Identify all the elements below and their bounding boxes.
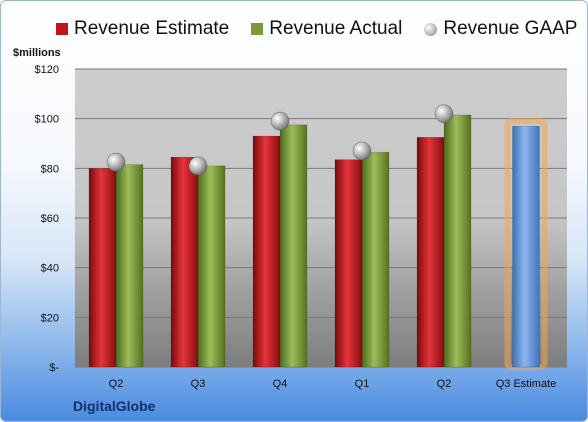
bar-revenue-estimate	[416, 137, 445, 368]
legend-label-actual: Revenue Actual	[269, 18, 403, 39]
bar-revenue-actual	[279, 124, 308, 368]
x-tick-label: Q2	[437, 378, 452, 390]
x-tick-label: Q1	[355, 378, 370, 390]
bar-revenue-actual	[443, 114, 472, 368]
legend-label-estimate: Revenue Estimate	[74, 18, 230, 39]
x-tick-label: Q3	[191, 378, 206, 390]
unit-label: $millions	[13, 47, 61, 59]
x-tick-label: Q3 Estimate	[496, 378, 557, 390]
marker-revenue-gaap	[352, 141, 372, 161]
y-tick-label: $60	[41, 213, 59, 225]
bar-revenue-estimate	[170, 156, 199, 368]
marker-revenue-gaap	[188, 156, 208, 176]
legend-label-gaap: Revenue GAAP	[443, 18, 578, 39]
y-tick-label: $20	[41, 312, 59, 324]
y-tick-label: $120	[35, 64, 59, 76]
bar-revenue-estimate	[88, 168, 117, 368]
bar-revenue-actual	[115, 164, 144, 368]
legend-item-revenue-actual: Revenue Actual	[251, 18, 402, 40]
bar-revenue-actual	[361, 151, 390, 368]
legend-marker-gaap	[424, 22, 438, 36]
legend: Revenue Estimate Revenue Actual Revenue …	[56, 15, 577, 43]
marker-revenue-gaap	[270, 111, 290, 131]
bar-revenue-estimate	[334, 159, 363, 368]
y-tick-label: $40	[41, 263, 59, 275]
marker-revenue-gaap	[434, 104, 454, 124]
bar-revenue-actual	[197, 165, 226, 368]
legend-item-revenue-estimate: Revenue Estimate	[56, 18, 229, 40]
x-tick-label: Q2	[109, 378, 124, 390]
brand-label: DigitalGlobe	[73, 398, 156, 414]
legend-swatch-actual	[251, 23, 264, 35]
x-tick-label: Q4	[273, 378, 288, 390]
y-tick-label: $80	[41, 163, 59, 175]
y-tick-label: $-	[49, 362, 59, 374]
marker-revenue-gaap	[106, 152, 126, 172]
bar-q3-estimate	[512, 125, 540, 368]
legend-item-revenue-gaap: Revenue GAAP	[424, 18, 577, 40]
y-tick-label: $100	[35, 114, 59, 126]
legend-swatch-estimate	[56, 23, 68, 35]
bar-revenue-estimate	[252, 135, 281, 368]
